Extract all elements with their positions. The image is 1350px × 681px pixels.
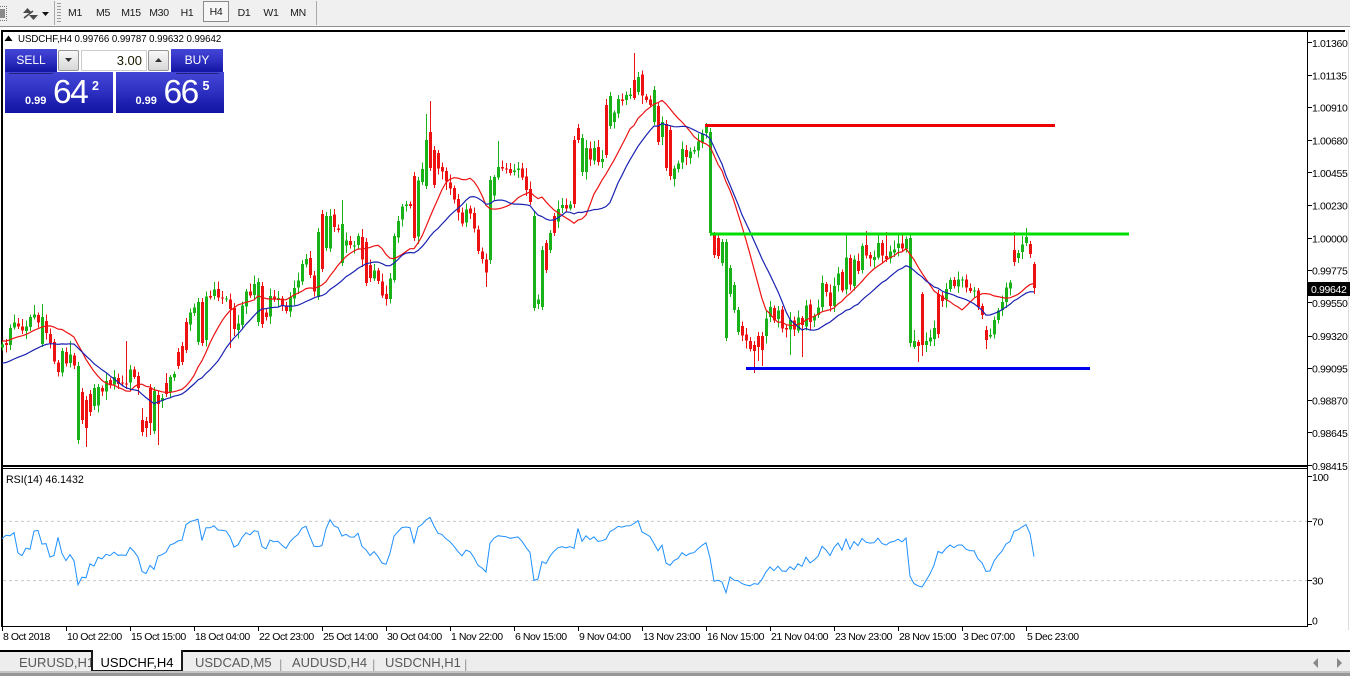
svg-text:0.98415: 0.98415	[1312, 461, 1348, 473]
svg-text:5 Dec 23:00: 5 Dec 23:00	[1027, 631, 1079, 643]
svg-text:13 Nov 23:00: 13 Nov 23:00	[643, 631, 701, 643]
svg-text:28 Nov 15:00: 28 Nov 15:00	[899, 631, 957, 643]
svg-text:0.99095: 0.99095	[1312, 363, 1348, 375]
svg-text:1.00455: 1.00455	[1312, 168, 1348, 180]
svg-text:9 Nov 04:00: 9 Nov 04:00	[579, 631, 631, 643]
svg-text:22 Oct 23:00: 22 Oct 23:00	[259, 631, 314, 643]
svg-text:0.98645: 0.98645	[1312, 428, 1348, 440]
svg-text:25 Oct 14:00: 25 Oct 14:00	[323, 631, 378, 643]
svg-text:8 Oct 2018: 8 Oct 2018	[3, 631, 50, 643]
svg-text:USDCHF,H4 0.99766 0.99787 0.9: USDCHF,H4 0.99766 0.99787 0.99632 0.9964…	[18, 34, 221, 45]
svg-text:RSI(14) 46.1432: RSI(14) 46.1432	[6, 474, 84, 486]
svg-text:21 Nov 04:00: 21 Nov 04:00	[771, 631, 829, 643]
svg-text:30: 30	[1312, 576, 1323, 588]
svg-text:1.00910: 1.00910	[1312, 103, 1348, 115]
svg-text:15 Oct 15:00: 15 Oct 15:00	[131, 631, 186, 643]
svg-text:16 Nov 15:00: 16 Nov 15:00	[707, 631, 765, 643]
svg-text:1.00000: 1.00000	[1312, 233, 1348, 245]
svg-text:3 Dec 07:00: 3 Dec 07:00	[963, 631, 1015, 643]
svg-text:1 Nov 22:00: 1 Nov 22:00	[451, 631, 503, 643]
svg-text:1.00230: 1.00230	[1312, 200, 1348, 212]
svg-text:0.99775: 0.99775	[1312, 266, 1348, 278]
svg-text:1.00680: 1.00680	[1312, 136, 1348, 148]
svg-text:30 Oct 04:00: 30 Oct 04:00	[387, 631, 442, 643]
svg-text:100: 100	[1312, 472, 1329, 484]
svg-text:0.99550: 0.99550	[1312, 298, 1348, 310]
svg-text:10 Oct 22:00: 10 Oct 22:00	[67, 631, 122, 643]
svg-text:0.99320: 0.99320	[1312, 331, 1348, 343]
svg-text:0: 0	[1312, 616, 1318, 628]
svg-text:70: 70	[1312, 516, 1323, 528]
svg-text:18 Oct 04:00: 18 Oct 04:00	[195, 631, 250, 643]
svg-text:0.99642: 0.99642	[1311, 284, 1347, 296]
svg-text:0.98870: 0.98870	[1312, 396, 1348, 408]
svg-text:1.01135: 1.01135	[1312, 70, 1347, 82]
svg-text:23 Nov 23:00: 23 Nov 23:00	[835, 631, 893, 643]
svg-text:1.01360: 1.01360	[1312, 38, 1348, 50]
svg-text:6 Nov 15:00: 6 Nov 15:00	[515, 631, 567, 643]
